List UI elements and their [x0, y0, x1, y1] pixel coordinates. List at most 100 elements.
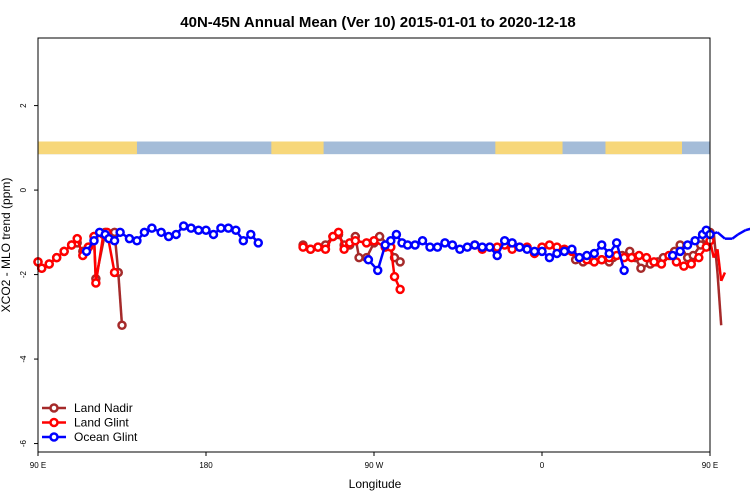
ocean-glint-point: [690, 236, 700, 246]
ocean-glint-point: [124, 233, 135, 244]
land-glint-segment: [720, 271, 727, 282]
land-glint-point: [320, 244, 331, 254]
ocean-glint-point: [115, 227, 125, 238]
ocean-glint-point: [425, 242, 435, 252]
x-tick-label: 180: [199, 461, 213, 470]
land-glint-point: [694, 252, 704, 263]
ocean-glint-point: [163, 231, 174, 242]
ocean-glint-point: [171, 229, 181, 240]
y-tick-label: 2: [19, 103, 28, 108]
x-axis-ticks: 90 E 180 90 W 0 90 E: [30, 452, 718, 470]
land-nadir-segment: [117, 272, 124, 326]
land-glint-point: [649, 257, 659, 267]
legend-label-ocean-glint: Ocean Glint: [74, 430, 138, 444]
land-glint-segment: [94, 234, 105, 284]
land-glint-segment: [389, 246, 396, 277]
ocean-glint-point: [544, 252, 555, 263]
land-nadir-segment: [716, 272, 723, 326]
ocean-glint-point: [477, 242, 488, 252]
ocean-glint-point: [402, 240, 413, 250]
land-band-segment-0: [38, 141, 137, 155]
land-glint-point: [66, 240, 77, 250]
land-glint-point: [51, 252, 62, 263]
land-glint-point: [686, 259, 697, 269]
land-glint-point: [369, 236, 379, 246]
ocean-glint-point: [147, 223, 157, 233]
land-glint-point: [544, 240, 555, 250]
x-tick-label: 90 E: [30, 461, 46, 470]
land-glint-point: [91, 278, 101, 288]
ocean-glint-point: [582, 250, 592, 261]
y-tick-label: -4: [19, 355, 28, 363]
x-tick-label: 90 E: [702, 461, 718, 470]
ocean-glint-point: [440, 238, 450, 248]
land-glint-point: [59, 246, 69, 257]
y-axis-ticks: 2 0 -2 -4 -6: [19, 103, 38, 447]
ocean-glint-point: [216, 223, 226, 233]
land-band-segment-1: [271, 141, 324, 155]
ocean-glint-point: [619, 265, 629, 276]
land-glint-point: [305, 244, 316, 254]
ocean-glint-point: [253, 238, 264, 248]
ocean-glint-point: [484, 242, 495, 252]
ocean-glint-point: [186, 223, 196, 233]
ocean-glint-point: [81, 246, 92, 257]
land-glint-point: [333, 227, 344, 238]
land-glint-point: [298, 242, 308, 252]
land-glint-point: [589, 257, 600, 267]
x-tick-label: 90 W: [365, 461, 384, 470]
ocean-glint-segment: [716, 231, 726, 240]
land-nadir-point: [117, 320, 127, 331]
ocean-glint-point: [246, 229, 256, 240]
ocean-glint-segment: [737, 229, 747, 236]
ocean-glint-point: [559, 246, 570, 257]
legend-label-land-glint: Land Glint: [74, 416, 129, 430]
ocean-glint-point: [675, 246, 685, 257]
ocean-glint-segment: [731, 233, 739, 240]
ocean-glint-point: [529, 246, 540, 257]
land-glint-point: [72, 233, 82, 244]
ocean-glint-point: [499, 236, 510, 246]
land-glint-point: [626, 252, 637, 263]
ocean-glint-point: [455, 244, 465, 254]
land-ocean-mask-band: [38, 141, 710, 155]
ocean-glint-point: [522, 244, 532, 254]
y-tick-label: -2: [19, 270, 28, 278]
ocean-glint-point: [432, 242, 443, 252]
ocean-glint-point: [507, 238, 517, 248]
ocean-glint-point: [462, 242, 473, 252]
series-ocean-glint: [81, 221, 750, 276]
legend-label-land-nadir: Land Nadir: [74, 401, 133, 415]
ocean-glint-point: [89, 236, 99, 246]
ocean-glint-point: [552, 248, 562, 259]
ocean-glint-point: [132, 236, 142, 246]
legend-marker-land-glint: [49, 417, 59, 428]
ocean-glint-point: [109, 236, 120, 246]
ocean-glint-point: [567, 244, 577, 254]
legend-marker-land-nadir: [49, 403, 59, 413]
land-glint-point: [641, 252, 652, 263]
land-band-segment-2: [495, 141, 563, 155]
land-glint-point: [350, 236, 361, 246]
ocean-glint-point: [208, 229, 219, 240]
ocean-glint-point: [417, 236, 428, 246]
land-nadir-point: [395, 257, 405, 267]
land-glint-point: [634, 250, 644, 261]
land-glint-point: [313, 242, 323, 252]
land-glint-point: [339, 244, 349, 254]
ocean-glint-point: [410, 240, 420, 250]
land-glint-point: [679, 261, 689, 271]
legend-marker-ocean-glint: [49, 432, 59, 442]
ocean-glint-point: [667, 250, 678, 261]
land-nadir-point: [636, 263, 646, 273]
ocean-glint-point: [238, 236, 249, 246]
ocean-glint-point: [596, 240, 607, 250]
ocean-glint-point: [386, 236, 396, 246]
land-glint-point: [656, 259, 667, 269]
ocean-glint-point: [604, 248, 614, 259]
ocean-glint-point: [574, 252, 585, 263]
land-glint-point: [596, 255, 607, 265]
land-glint-point: [109, 267, 120, 278]
